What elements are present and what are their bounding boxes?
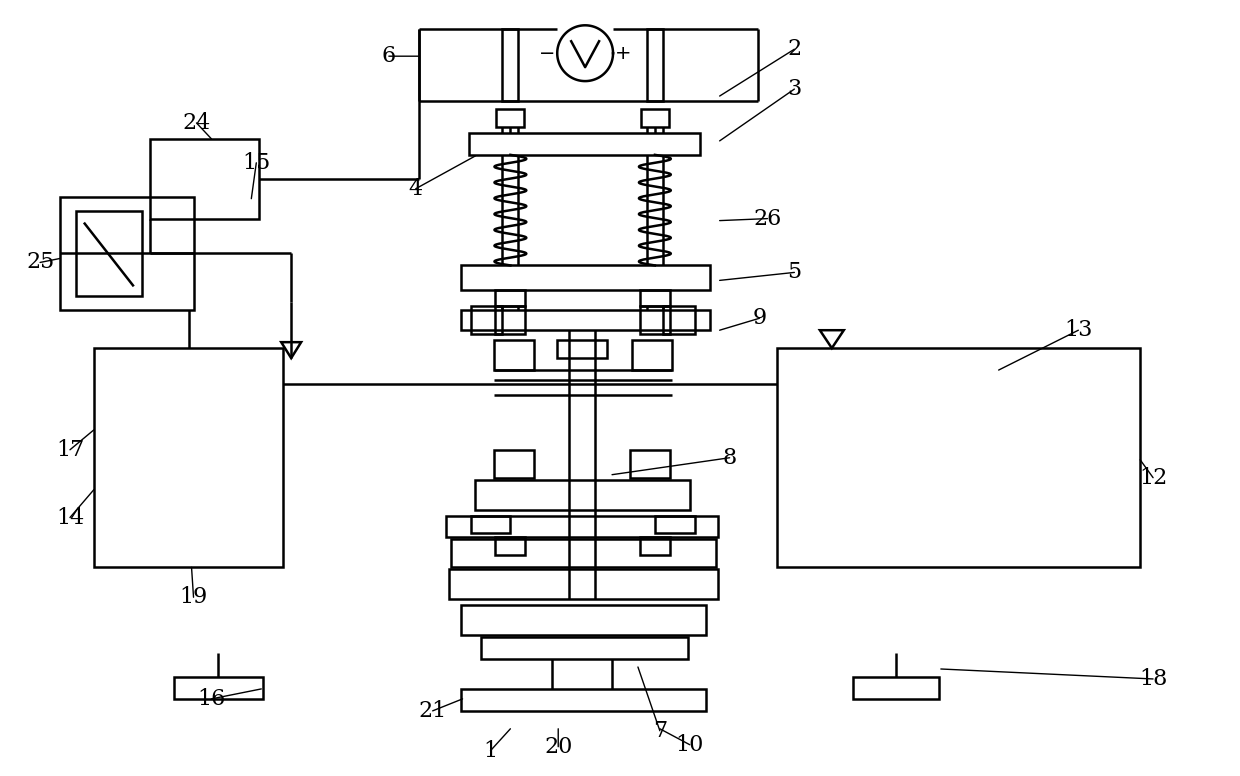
Text: 7: 7 xyxy=(652,720,667,742)
Text: 25: 25 xyxy=(26,251,55,273)
Bar xyxy=(496,538,526,556)
Bar xyxy=(76,210,141,296)
Bar xyxy=(655,515,694,533)
Text: 5: 5 xyxy=(787,262,801,283)
Text: 4: 4 xyxy=(409,178,423,199)
Text: 12: 12 xyxy=(1140,466,1167,489)
Bar xyxy=(481,637,688,659)
Text: +: + xyxy=(615,43,631,63)
Text: 17: 17 xyxy=(56,438,84,461)
Text: 24: 24 xyxy=(182,112,211,134)
Bar xyxy=(641,109,668,127)
Bar xyxy=(460,265,709,290)
Text: 26: 26 xyxy=(754,208,781,230)
Bar xyxy=(777,348,1140,567)
Text: 13: 13 xyxy=(1064,319,1092,341)
Bar xyxy=(460,310,709,331)
Bar xyxy=(449,570,718,599)
Bar xyxy=(495,450,534,478)
Bar xyxy=(475,480,689,510)
Bar xyxy=(150,139,259,219)
Bar xyxy=(502,29,518,101)
Bar xyxy=(853,677,939,699)
Text: 14: 14 xyxy=(56,507,84,528)
Bar xyxy=(632,340,672,370)
Bar xyxy=(640,538,670,556)
Bar xyxy=(60,196,193,310)
Bar xyxy=(174,677,263,699)
Text: 6: 6 xyxy=(382,45,396,68)
Bar xyxy=(460,689,706,711)
Text: 8: 8 xyxy=(723,447,737,469)
Text: 20: 20 xyxy=(544,736,573,757)
Bar xyxy=(469,133,699,155)
Text: 19: 19 xyxy=(180,586,207,608)
Bar xyxy=(647,29,663,101)
Bar xyxy=(640,290,670,307)
Bar xyxy=(496,109,525,127)
Text: 21: 21 xyxy=(419,700,446,722)
Bar xyxy=(496,290,526,307)
Text: −: − xyxy=(539,43,556,63)
Bar xyxy=(663,307,694,334)
Text: 10: 10 xyxy=(676,734,704,756)
Bar xyxy=(445,515,718,538)
Bar xyxy=(496,307,526,334)
Bar xyxy=(94,348,283,567)
Bar xyxy=(495,340,534,370)
Text: 9: 9 xyxy=(753,307,766,329)
Bar xyxy=(460,605,706,635)
Text: 2: 2 xyxy=(787,38,801,61)
Bar xyxy=(640,307,670,334)
Text: 18: 18 xyxy=(1138,668,1167,690)
Text: 15: 15 xyxy=(242,152,270,174)
Bar xyxy=(470,515,511,533)
Bar xyxy=(557,340,608,358)
Bar xyxy=(470,307,502,334)
Bar xyxy=(630,450,670,478)
Text: 3: 3 xyxy=(787,78,801,100)
Text: 1: 1 xyxy=(484,740,497,762)
Bar xyxy=(450,539,715,567)
Text: 16: 16 xyxy=(197,688,226,710)
